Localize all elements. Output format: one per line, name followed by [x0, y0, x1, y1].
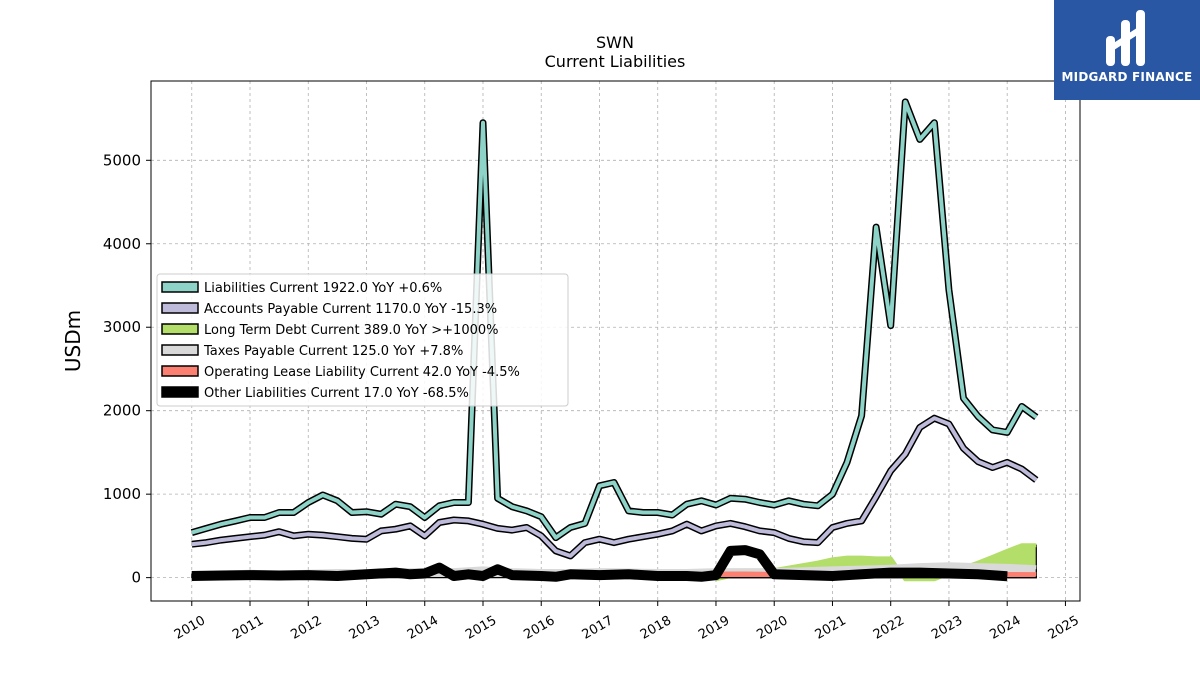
x-tick-label: 2025	[1046, 613, 1082, 643]
x-tick-label: 2020	[754, 613, 790, 643]
legend-entry: Taxes Payable Current 125.0 YoY +7.8%	[203, 344, 463, 359]
y-tick-label: 0	[131, 569, 141, 587]
x-tick-label: 2021	[813, 613, 849, 643]
x-tick-label: 2023	[929, 613, 965, 643]
brand-name: MIDGARD FINANCE	[1061, 70, 1193, 84]
plot-frame	[150, 80, 1081, 602]
x-tick-label: 2019	[696, 613, 732, 643]
legend-swatch	[161, 386, 199, 398]
y-tick-label: 5000	[103, 151, 141, 169]
series-line	[191, 416, 1038, 558]
legend-entry: Other Liabilities Current 17.0 YoY -68.5…	[204, 386, 469, 401]
legend-swatch	[161, 365, 199, 377]
legend-box	[156, 273, 569, 407]
series-layer	[190, 98, 1039, 582]
chart-subtitle: Current Liabilities	[545, 52, 686, 71]
x-tick-label: 2014	[405, 613, 441, 643]
x-tick-label: 2022	[871, 613, 907, 643]
legend-entry: Liabilities Current 1922.0 YoY +0.6%	[204, 281, 442, 296]
x-tick-label: 2018	[638, 613, 674, 643]
y-axis-label: USDm	[61, 310, 85, 372]
chart-title: SWN	[596, 33, 634, 52]
x-tick-label: 2015	[463, 613, 499, 643]
y-tick-label: 2000	[103, 402, 141, 420]
legend-swatch	[161, 344, 199, 356]
series-line	[191, 99, 1038, 540]
x-tick-label: 2012	[288, 613, 324, 643]
legend-swatch	[161, 281, 199, 293]
y-tick-label: 4000	[103, 235, 141, 253]
x-tick-label: 2016	[521, 613, 557, 643]
midgard-logo-icon	[1106, 10, 1145, 66]
legend-entry: Long Term Debt Current 389.0 YoY >+1000%	[204, 323, 499, 338]
series-2	[191, 414, 1039, 560]
x-tick-label: 2011	[230, 613, 266, 643]
legend: Liabilities Current 1922.0 YoY +0.6% Acco…	[156, 273, 569, 407]
y-tick-label: 3000	[103, 318, 141, 336]
x-tick-label: 2010	[172, 613, 208, 643]
legend-entry: Operating Lease Liability Current 42.0 Y…	[204, 365, 520, 380]
legend-entry: Accounts Payable Current 1170.0 YoY -15.…	[204, 302, 497, 317]
series-1	[190, 98, 1039, 542]
legend-swatch	[161, 302, 199, 314]
brand-logo: MIDGARD FINANCE	[1054, 0, 1200, 100]
series-6	[191, 545, 1008, 582]
x-tick-label: 2013	[347, 613, 383, 643]
series-line	[191, 546, 1008, 581]
legend-swatch	[161, 323, 199, 335]
x-tick-label: 2024	[987, 613, 1023, 643]
y-tick-label: 1000	[103, 485, 141, 503]
x-tick-label: 2017	[580, 613, 616, 643]
